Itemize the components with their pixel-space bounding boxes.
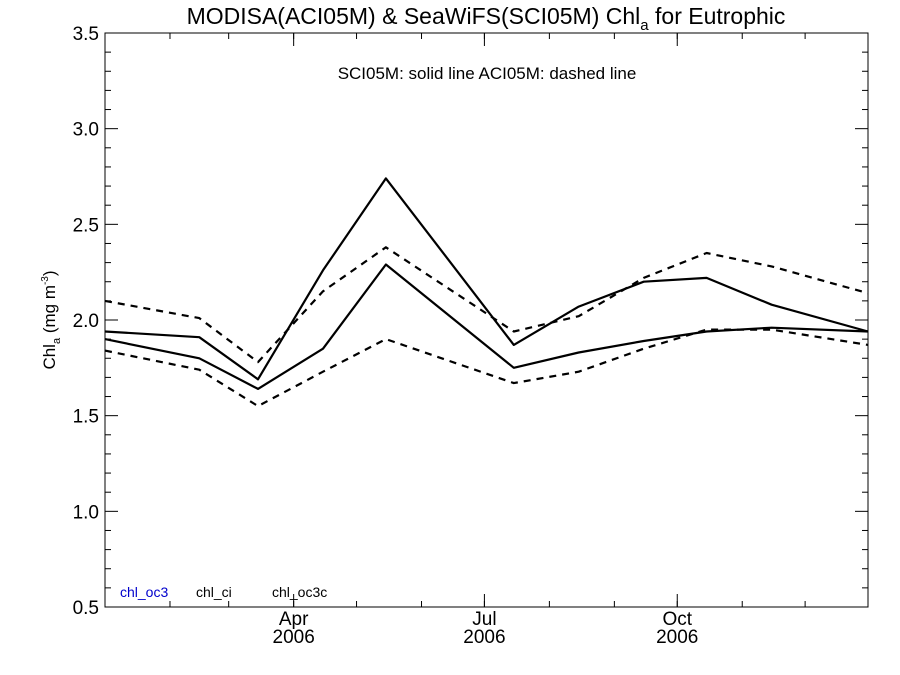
chart-title: MODISA(ACI05M) & SeaWiFS(SCI05M) Chla fo… <box>187 3 786 34</box>
plot-frame <box>104 32 869 608</box>
legend-label: chl_oc3c <box>272 584 327 600</box>
x-tick-label-year: 2006 <box>463 627 505 648</box>
x-tick-label-month: Apr <box>279 609 309 630</box>
legend: chl_oc3 chl_ci chl_oc3c <box>120 584 327 600</box>
y-axis-label: Chla (mg m-3) <box>40 270 63 369</box>
y-ticks: 0.5 1.0 1.5 2.0 2.5 3.0 3.5 <box>73 24 868 619</box>
x-tick-label-year: 2006 <box>273 627 315 648</box>
dashed-series-line <box>104 246 869 364</box>
y-tick-label: 1.0 <box>73 502 99 523</box>
y-tick-label: 3.0 <box>73 120 99 141</box>
x-tick-label-month: Jul <box>472 609 496 630</box>
legend-label: chl_ci <box>196 584 232 600</box>
y-tick-label: 2.5 <box>73 215 99 236</box>
x-tick-label-month: Oct <box>662 609 692 630</box>
y-tick-label: 3.5 <box>73 24 99 45</box>
line-style-annotation: SCI05M: solid line ACI05M: dashed line <box>338 64 637 83</box>
y-tick-label: 2.0 <box>73 311 99 332</box>
dashed-series-line <box>104 328 869 408</box>
solid-series-line <box>104 263 869 390</box>
series-lines <box>104 177 869 408</box>
solid-series-line <box>104 177 869 381</box>
y-tick-label: 0.5 <box>73 598 99 619</box>
y-tick-label: 1.5 <box>73 407 99 428</box>
x-tick-label-year: 2006 <box>656 627 698 648</box>
plot-area: 0.51.01.52.02.53.03.5 Apr2006Jul2006Oct2… <box>73 24 869 648</box>
legend-label: chl_oc3 <box>120 584 168 600</box>
